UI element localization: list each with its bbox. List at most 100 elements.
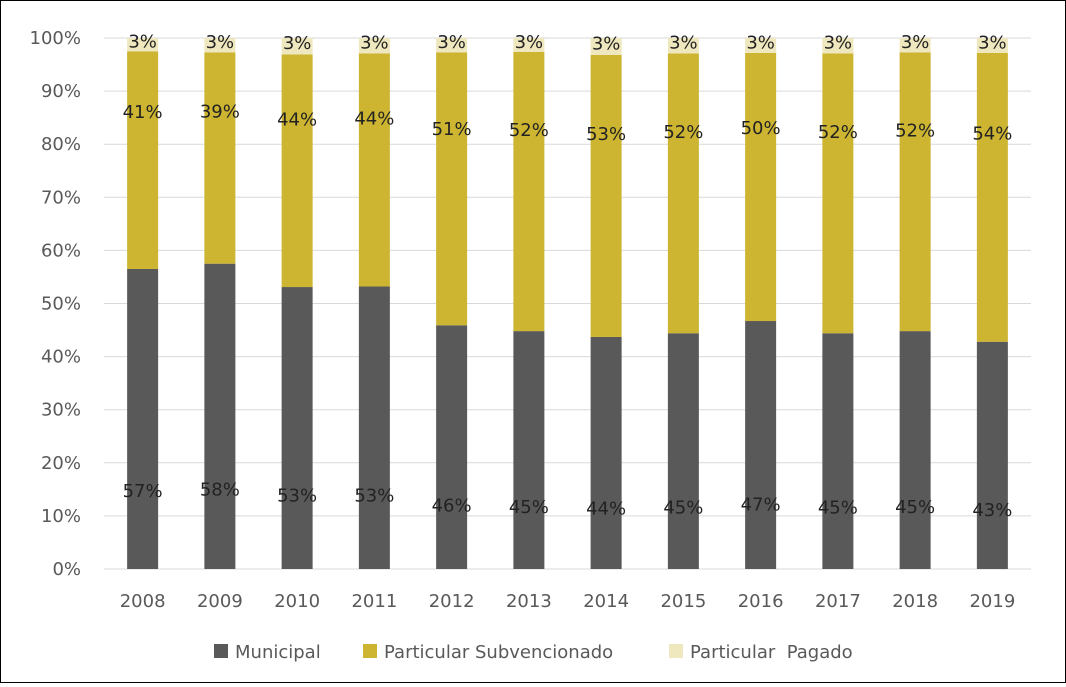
data-label: 3% (746, 32, 775, 53)
x-tick-label: 2012 (429, 591, 475, 612)
y-tick-label: 40% (41, 347, 81, 368)
bar-segment (822, 333, 854, 569)
data-label: 3% (206, 32, 235, 53)
data-label: 44% (354, 109, 394, 130)
bar-segment (513, 38, 545, 52)
bars (127, 38, 1008, 569)
y-tick-label: 90% (41, 81, 81, 102)
bar-segment (745, 38, 777, 53)
bar-segment (204, 263, 236, 569)
bar-segment (436, 52, 468, 326)
data-label: 52% (509, 120, 549, 141)
x-tick-label: 2019 (969, 591, 1015, 612)
bar-segment (358, 38, 390, 54)
y-tick-label: 20% (41, 453, 81, 474)
bar-segment (127, 51, 159, 269)
bar-segment (822, 38, 854, 54)
data-label: 54% (972, 124, 1012, 145)
bar-segment (976, 38, 1008, 53)
data-label: 52% (818, 122, 858, 143)
legend-swatch (669, 644, 683, 658)
data-label: 45% (663, 498, 703, 519)
data-label: 46% (432, 496, 472, 517)
bar-segment (204, 38, 236, 53)
bar-segment (976, 52, 1008, 342)
data-label: 3% (592, 33, 621, 54)
data-label: 47% (741, 495, 781, 516)
x-tick-label: 2014 (583, 591, 629, 612)
data-label: 58% (200, 480, 240, 501)
bar-segment (436, 325, 468, 569)
gridlines (104, 37, 1031, 570)
y-tick-label: 70% (41, 187, 81, 208)
bar-segment (281, 54, 313, 288)
y-tick-label: 100% (30, 28, 81, 49)
bar-segment (899, 52, 931, 332)
bar-segment (667, 38, 699, 54)
bar-segment (513, 331, 545, 569)
data-label: 52% (663, 122, 703, 143)
data-label: 3% (360, 33, 389, 54)
bar-segment (590, 38, 622, 55)
data-label: 53% (354, 486, 394, 507)
data-label: 3% (128, 32, 157, 53)
data-label: 53% (277, 486, 317, 507)
bar-segment (745, 321, 777, 569)
bar-segment (976, 341, 1008, 569)
bar-segment (127, 38, 159, 52)
bar-segment (745, 52, 777, 322)
data-label: 3% (515, 32, 544, 53)
legend: Municipal Particular Subvencionado Particu… (214, 642, 853, 663)
legend-label: Particular Subvencionado (384, 642, 613, 663)
axes: 0% 10% 20% 30% 40% 50% 60% 70% 80% 90% 100% 2008 200… (30, 28, 1016, 612)
data-label: 45% (895, 497, 935, 518)
bar-segment (358, 286, 390, 569)
bar-segment (822, 53, 854, 334)
bar-segment (204, 52, 236, 264)
legend-swatch (363, 644, 377, 658)
y-tick-label: 30% (41, 400, 81, 421)
data-label: 44% (586, 499, 626, 520)
bar-segment (513, 51, 545, 332)
data-label: 3% (669, 33, 698, 54)
x-tick-label: 2017 (815, 591, 861, 612)
y-tick-label: 0% (52, 559, 81, 580)
data-label: 44% (277, 110, 317, 131)
data-label: 3% (978, 32, 1007, 53)
legend-label: Municipal (235, 642, 321, 663)
x-tick-label: 2010 (274, 591, 320, 612)
data-label: 41% (123, 102, 163, 123)
x-tick-label: 2018 (892, 591, 938, 612)
data-label: 57% (123, 481, 163, 502)
bar-segment (899, 331, 931, 569)
data-label: 52% (895, 120, 935, 141)
data-label: 50% (741, 118, 781, 139)
y-tick-label: 10% (41, 506, 81, 527)
data-label: 45% (818, 498, 858, 519)
legend-swatch (214, 644, 228, 658)
y-tick-label: 80% (41, 134, 81, 155)
y-tick-label: 60% (41, 240, 81, 261)
bar-segment (667, 333, 699, 569)
bar-segment (590, 336, 622, 569)
data-label: 39% (200, 102, 240, 123)
data-label: 3% (283, 33, 312, 54)
x-tick-label: 2011 (351, 591, 397, 612)
bar-segment (667, 53, 699, 334)
bar-segment (281, 38, 313, 55)
data-label: 53% (586, 124, 626, 145)
data-label: 51% (432, 119, 472, 140)
data-label: 3% (901, 32, 930, 53)
x-tick-label: 2015 (660, 591, 706, 612)
x-tick-label: 2013 (506, 591, 552, 612)
bar-segment (358, 53, 390, 287)
bar-segment (127, 268, 159, 569)
legend-label: Particular Pagado (690, 642, 853, 663)
x-tick-label: 2008 (120, 591, 166, 612)
data-labels: 57% 41% 3% 58% 39% 3% 53% 44% 3% 53% 44% 3% 46% 51% 3%… (123, 32, 1013, 521)
bar-segment (281, 287, 313, 569)
bar-segment (590, 54, 622, 337)
data-label: 3% (824, 33, 853, 54)
